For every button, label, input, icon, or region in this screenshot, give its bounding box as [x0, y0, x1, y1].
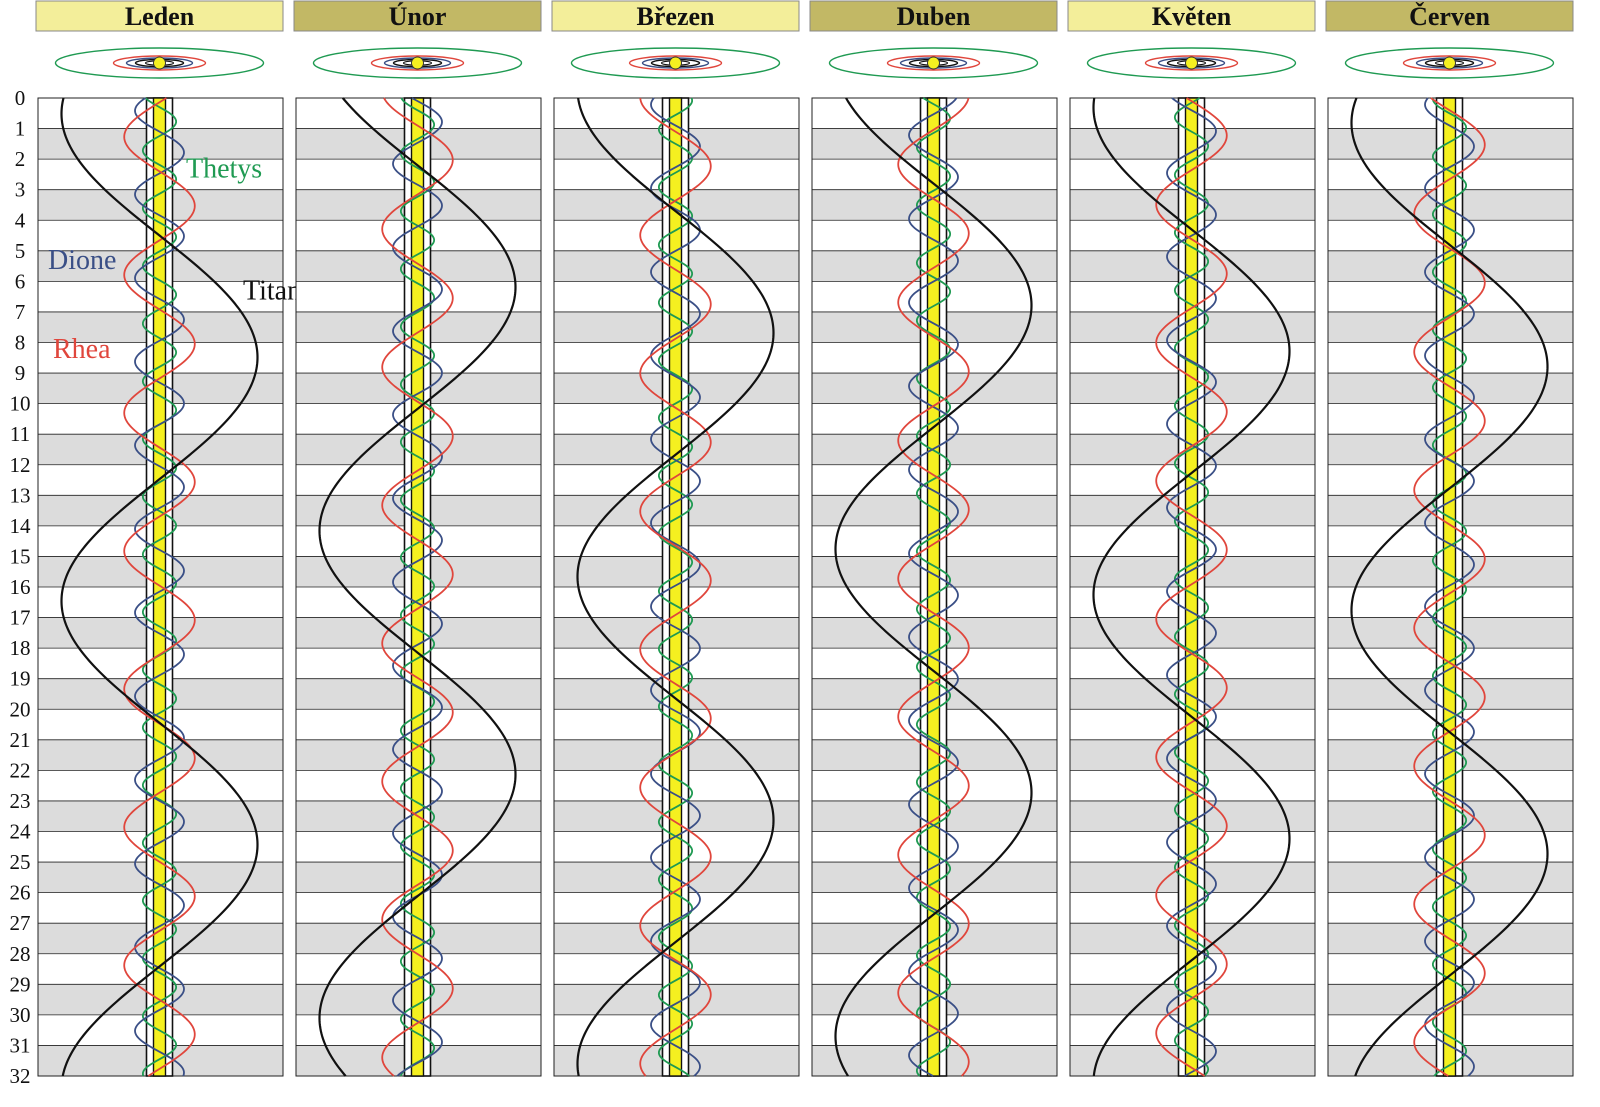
- series-label-dione: Dione: [48, 245, 116, 276]
- series-label-rhea: Rhea: [53, 334, 111, 365]
- orbit-diagram: [54, 47, 265, 79]
- month-header-label: Duben: [897, 2, 971, 31]
- day-tick-label: 18: [10, 636, 31, 660]
- day-tick-label: 10: [10, 392, 31, 416]
- day-tick-label: 19: [10, 667, 31, 691]
- series-line-thetys: [141, 97, 178, 1077]
- month-header: [551, 0, 800, 32]
- month-panel: Březen: [551, 0, 800, 1077]
- day-tick-label: 11: [10, 422, 30, 446]
- day-tick-label: 30: [10, 1003, 31, 1027]
- series-label-thetys: Thetys: [186, 153, 262, 184]
- day-tick-label: 32: [10, 1064, 31, 1088]
- month-panel: Duben: [809, 0, 1058, 1077]
- day-tick-label: 15: [10, 544, 31, 568]
- series-label-titan: Titan: [243, 276, 301, 307]
- series-line-dione: [392, 97, 443, 1077]
- series-line-rhea: [639, 97, 712, 1077]
- month-header-label: Únor: [389, 2, 447, 31]
- day-tick-label: 28: [10, 942, 31, 966]
- day-tick-label: 5: [15, 239, 26, 263]
- month-panel: Leden Thetys Dione Titan Rhea: [35, 0, 301, 1077]
- month-header-label: Leden: [125, 2, 195, 31]
- month-header: [809, 0, 1058, 32]
- orbit-diagram: [312, 47, 523, 79]
- series-line-titan: [576, 97, 775, 1077]
- day-tick-label: 13: [10, 483, 31, 507]
- day-tick-label: 17: [10, 606, 31, 630]
- series-line-titan: [318, 97, 517, 1077]
- day-axis: 0123456789101112131415161718192021222324…: [10, 86, 32, 1088]
- day-tick-label: 4: [15, 208, 26, 232]
- orbit-diagram: [1344, 47, 1555, 79]
- series-line-rhea: [897, 97, 970, 1077]
- series-line-titan: [60, 97, 259, 1077]
- day-tick-label: 21: [10, 728, 31, 752]
- series-line-thetys: [399, 97, 436, 1077]
- month-header-label: Květen: [1152, 2, 1232, 31]
- series-line-titan: [834, 97, 1033, 1077]
- month-header: [1067, 0, 1316, 32]
- series-line-dione: [650, 97, 701, 1077]
- month-header-label: Březen: [637, 2, 716, 31]
- day-tick-label: 20: [10, 697, 31, 721]
- day-tick-label: 2: [15, 147, 26, 171]
- month-panels: Leden Thetys Dione Titan Rhea Únor Březen Duben…: [35, 0, 1574, 1077]
- day-tick-label: 22: [10, 758, 31, 782]
- month-header: [35, 0, 284, 32]
- month-panel: Červen: [1325, 0, 1574, 1077]
- day-tick-label: 23: [10, 789, 31, 813]
- month-panel: Únor: [293, 0, 542, 1077]
- orbit-diagram: [1086, 47, 1297, 79]
- series-line-dione: [1166, 97, 1217, 1077]
- day-tick-label: 24: [10, 820, 32, 844]
- day-tick-label: 25: [10, 850, 31, 874]
- series-line-dione: [1424, 97, 1475, 1077]
- series-line-dione: [134, 97, 185, 1077]
- day-tick-label: 31: [10, 1033, 31, 1057]
- day-tick-label: 3: [15, 178, 26, 202]
- day-tick-label: 6: [15, 269, 26, 293]
- orbit-diagram: [828, 47, 1039, 79]
- series-line-dione: [908, 97, 959, 1077]
- series-line-rhea: [381, 97, 454, 1077]
- day-tick-label: 0: [15, 86, 26, 110]
- series-line-thetys: [1173, 97, 1210, 1077]
- day-tick-label: 12: [10, 453, 31, 477]
- month-header-label: Červen: [1409, 2, 1490, 31]
- series-line-rhea: [123, 97, 196, 1077]
- day-tick-label: 9: [15, 361, 26, 385]
- day-tick-label: 16: [10, 575, 31, 599]
- saturn-band: [1184, 97, 1199, 1077]
- day-tick-label: 26: [10, 881, 31, 905]
- day-tick-label: 14: [10, 514, 32, 538]
- day-tick-label: 29: [10, 972, 31, 996]
- month-header: [1325, 0, 1574, 32]
- saturn-band: [926, 97, 941, 1077]
- series-line-titan: [1350, 97, 1549, 1077]
- saturn-band: [668, 97, 683, 1077]
- orbit-diagram: [570, 47, 781, 79]
- day-tick-label: 27: [10, 911, 31, 935]
- month-panel: Květen: [1067, 0, 1316, 1077]
- series-line-thetys: [657, 97, 694, 1077]
- day-tick-label: 1: [15, 117, 26, 141]
- saturn-band: [410, 97, 425, 1077]
- series-line-titan: [1092, 97, 1291, 1077]
- series-line-rhea: [1155, 97, 1228, 1077]
- day-tick-label: 8: [15, 331, 26, 355]
- day-tick-label: 7: [15, 300, 26, 324]
- month-header: [293, 0, 542, 32]
- series-line-thetys: [1431, 97, 1468, 1077]
